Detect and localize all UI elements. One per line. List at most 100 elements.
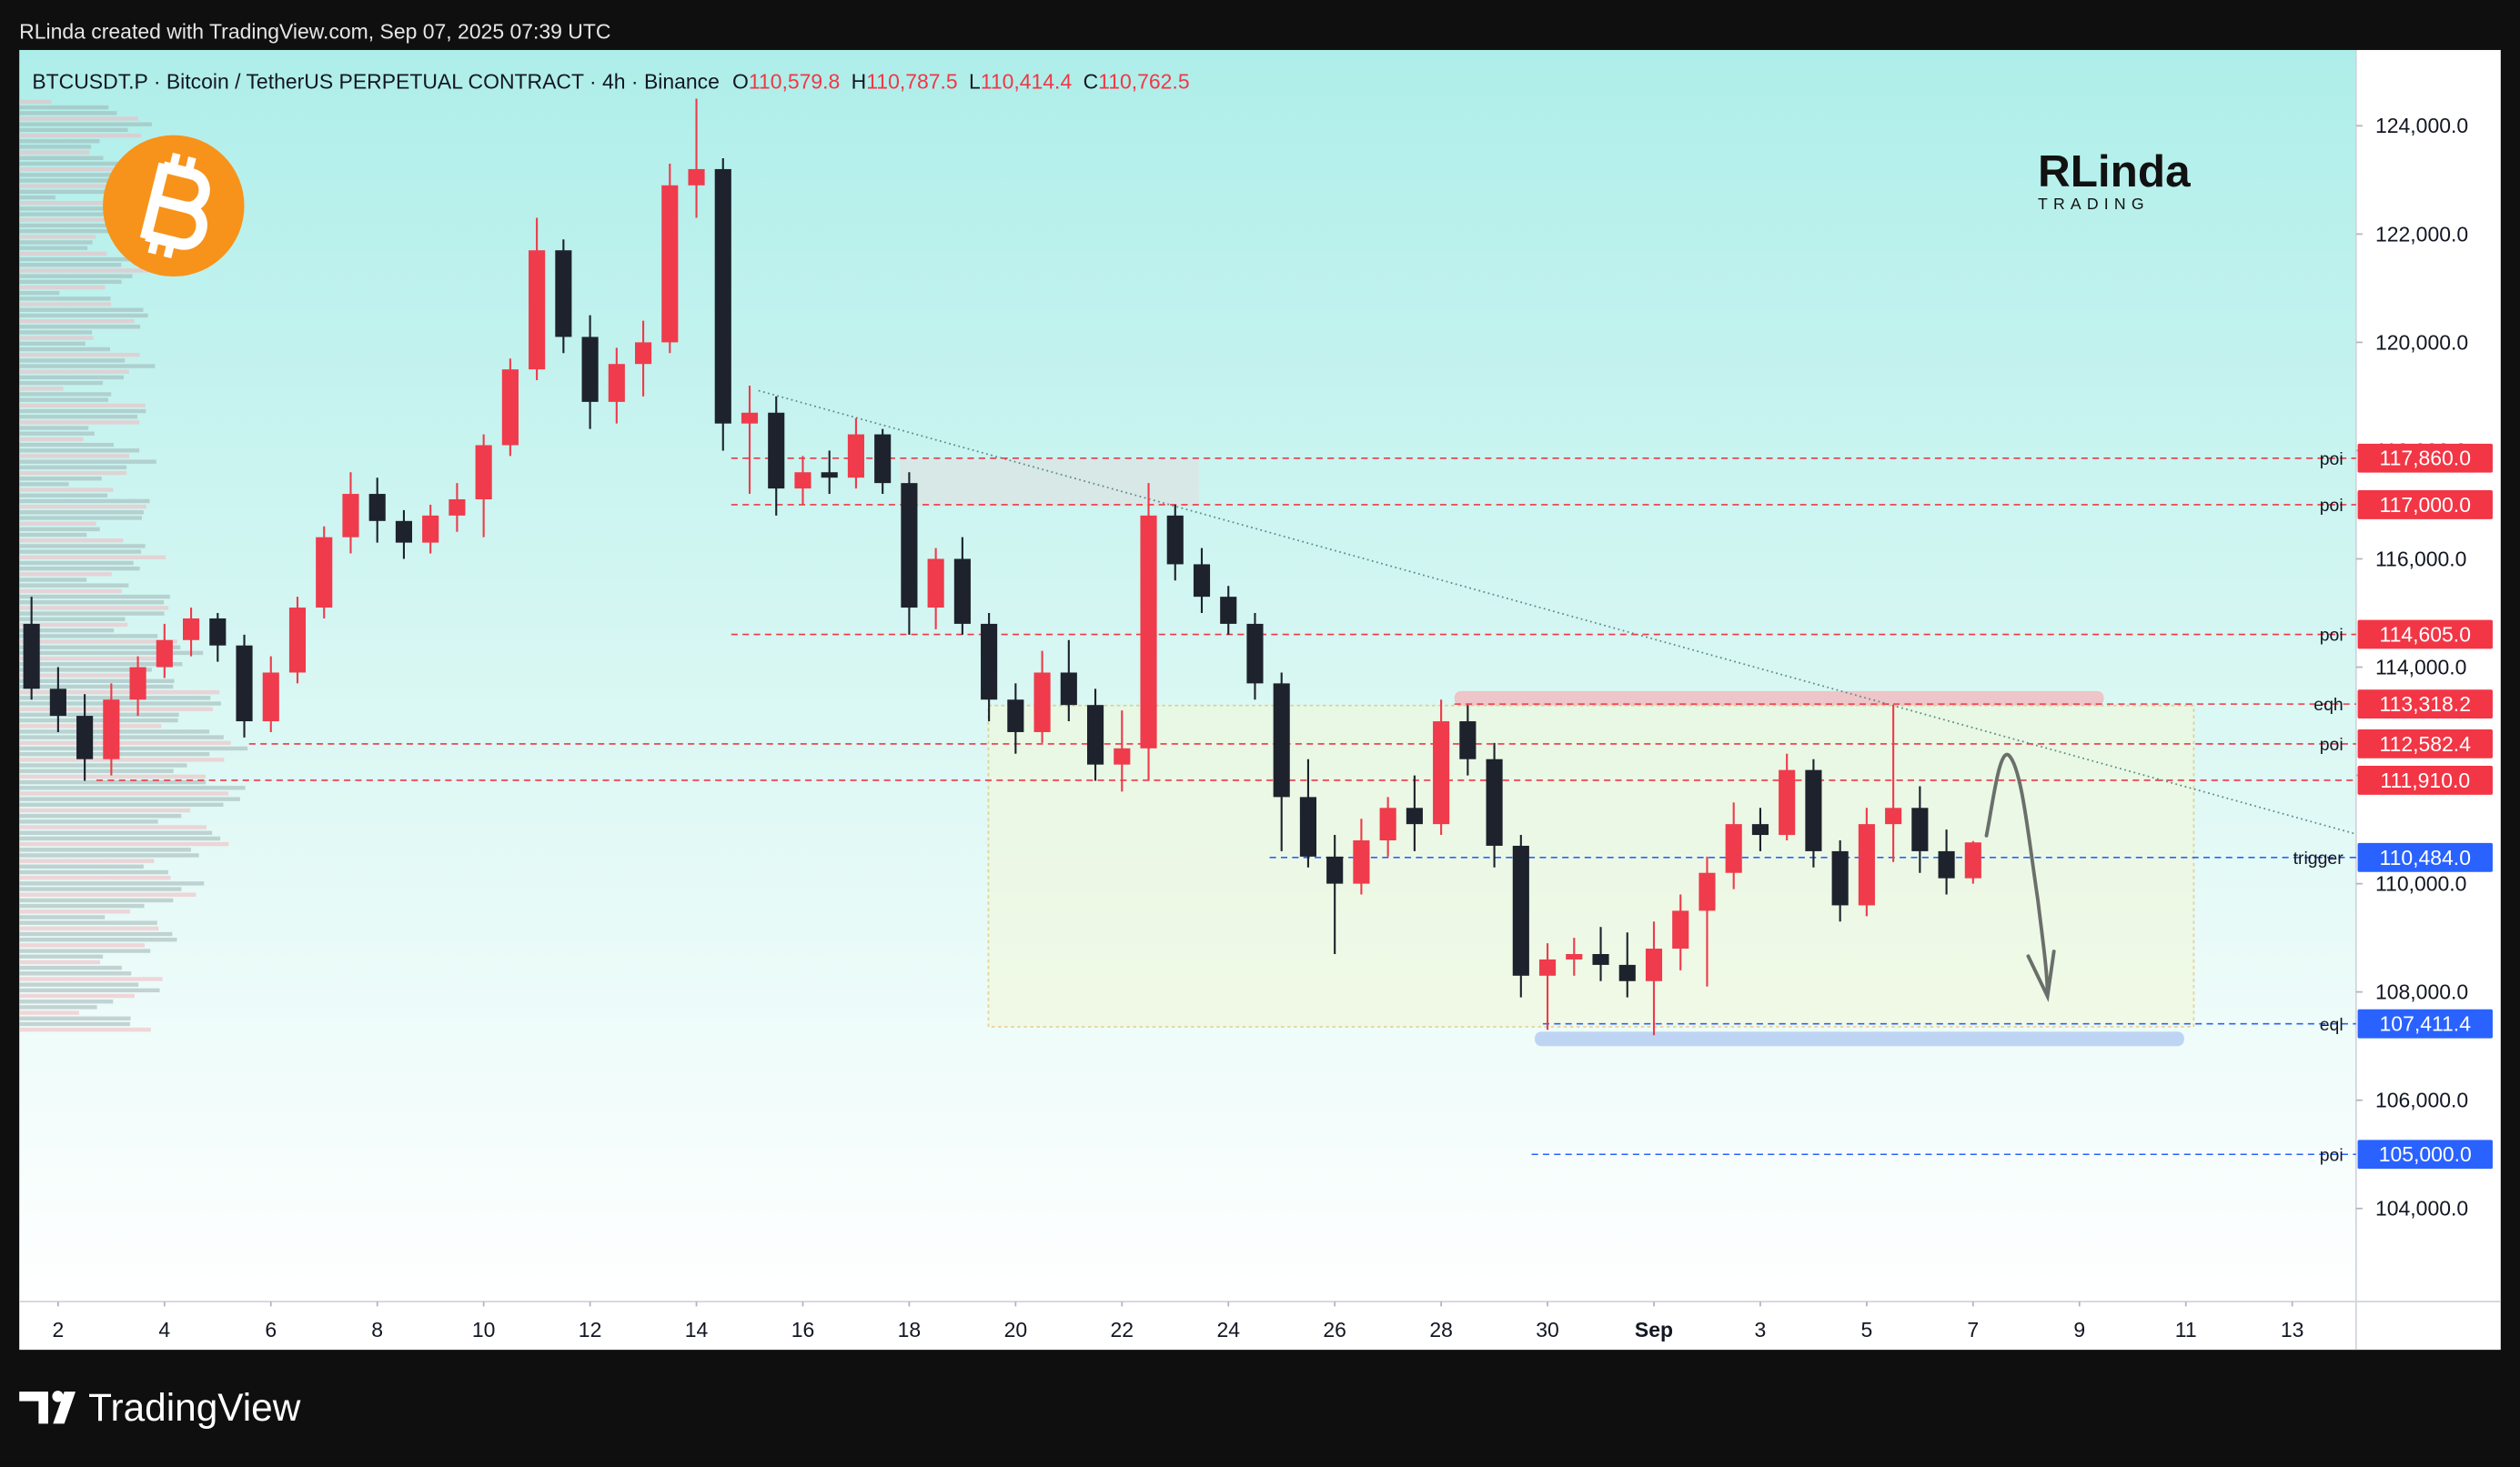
profile-bar [19, 448, 140, 453]
candle-body [182, 618, 200, 640]
level-box [2357, 1140, 2493, 1170]
profile-bar [19, 887, 182, 891]
candle-body [475, 445, 492, 500]
profile-bar [19, 600, 165, 605]
profile-bar [19, 819, 158, 824]
candle-body [236, 645, 253, 722]
footer-brand: TradingView [88, 1386, 301, 1429]
profile-bar [19, 971, 132, 976]
x-tick-label: 2 [52, 1318, 64, 1341]
plot-area [19, 49, 2356, 1302]
x-tick-label: 20 [1004, 1318, 1028, 1341]
x-tick-label: 4 [158, 1318, 170, 1341]
level-label: 114,605.0 [2380, 622, 2471, 646]
profile-bar [19, 387, 64, 391]
candle-body [209, 618, 227, 646]
profile-bar [19, 156, 104, 160]
level-label: 117,000.0 [2380, 493, 2471, 517]
profile-bar [19, 954, 104, 959]
candle-body [981, 623, 998, 700]
x-tick-label: 11 [2175, 1318, 2197, 1341]
level-tag: trigger [2293, 849, 2344, 869]
x-tick-label: 12 [579, 1318, 602, 1341]
profile-bar [19, 217, 150, 222]
ohlc-key: H [852, 69, 867, 93]
y-tick-label: 104,000.0 [2375, 1197, 2468, 1221]
profile-bar [19, 212, 141, 216]
candle-body [1698, 872, 1716, 911]
candle-body [449, 499, 466, 516]
profile-bar [19, 347, 111, 352]
profile-bar [19, 977, 163, 981]
candle-body [262, 672, 279, 722]
candles [23, 98, 1981, 1036]
ohlc-value: 110,762.5 [1098, 69, 1189, 93]
profile-bar [19, 364, 156, 368]
topbar-text: RLinda created with TradingView.com, Sep… [19, 20, 610, 44]
level-box [2357, 490, 2493, 519]
level-tag: poi [2320, 626, 2344, 646]
level-label: 117,860.0 [2380, 447, 2471, 470]
profile-bar [19, 853, 199, 858]
zone [900, 459, 1199, 507]
profile-bar [19, 392, 112, 397]
profile-bar [19, 566, 140, 571]
candle-body [1938, 850, 1955, 879]
candle-body [847, 434, 865, 478]
profile-bar [19, 892, 197, 897]
ohlc-value: 110,579.8 [749, 69, 840, 93]
profile-bar [19, 279, 122, 285]
profile-bar [19, 201, 110, 206]
level-tag: poi [2320, 735, 2344, 755]
bitcoin-icon [103, 135, 245, 277]
candle-body [688, 168, 705, 186]
profile-bar [19, 150, 90, 155]
level-tag: poi [2320, 496, 2344, 516]
profile-bar [19, 960, 101, 965]
profile-bar [19, 408, 146, 414]
profile-bar [19, 830, 213, 835]
candle-body [1645, 949, 1663, 981]
profile-bar [19, 206, 115, 211]
level-label: 110,484.0 [2380, 846, 2471, 869]
profile-bar [19, 510, 144, 515]
profile-bar [19, 864, 144, 869]
profile-bar [19, 982, 139, 987]
profile-bar [19, 791, 229, 796]
eql-zone [1535, 1031, 2184, 1047]
profile-bar [19, 617, 126, 621]
candle-body [1486, 759, 1503, 846]
profile-bar [19, 476, 102, 481]
profile-bar [19, 988, 160, 993]
x-tick-label: 16 [791, 1318, 815, 1341]
profile-bar [19, 639, 177, 644]
profile-bar [19, 330, 93, 335]
candle-body [1725, 824, 1742, 873]
profile-bar [19, 369, 129, 374]
candle-body [1193, 564, 1211, 598]
profile-bar [19, 611, 165, 616]
profile-bar [19, 122, 152, 126]
candle-body [422, 515, 439, 543]
profile-bar [19, 420, 140, 425]
candle-body [768, 412, 785, 489]
candle-body [1140, 515, 1157, 749]
candle-body [103, 699, 120, 759]
candle-body [1672, 910, 1689, 950]
profile-bar [19, 375, 124, 380]
profile-bar [19, 442, 114, 447]
profile-bar [19, 965, 122, 970]
candle-body [1166, 515, 1184, 565]
profile-bar [19, 774, 206, 779]
profile-bar [19, 634, 158, 638]
profile-bar [19, 859, 155, 863]
profile-bar [19, 678, 175, 684]
profile-bar [19, 920, 157, 925]
profile-bar [19, 903, 145, 909]
profile-bar [19, 302, 112, 306]
candle-body [634, 342, 652, 365]
level-box [2357, 443, 2493, 473]
profile-bar [19, 527, 100, 532]
profile-bar [19, 487, 114, 492]
